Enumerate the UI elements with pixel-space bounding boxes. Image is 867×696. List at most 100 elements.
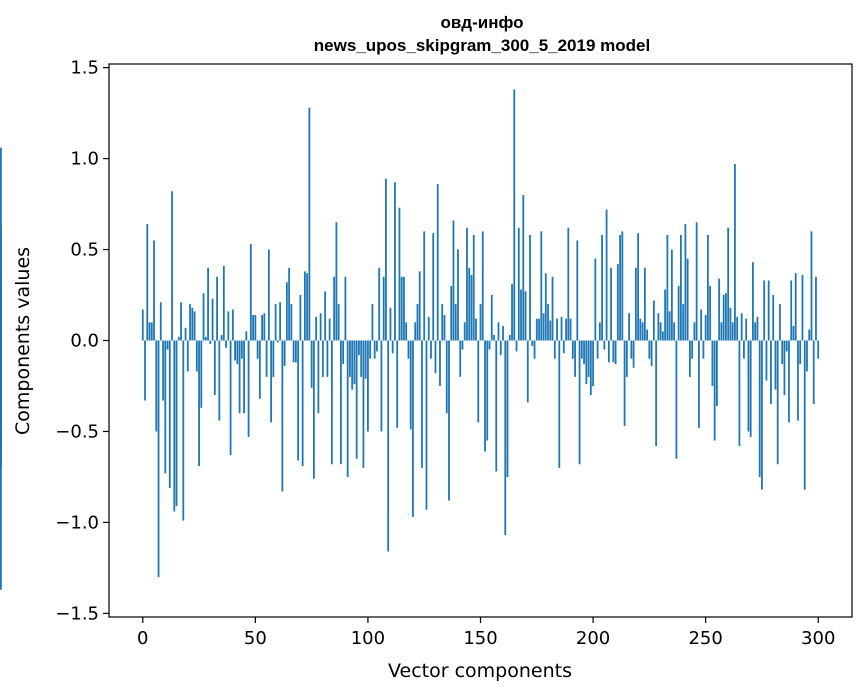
bar-undefined	[0, 320, 2, 341]
bar-292	[799, 340, 802, 365]
bar-64	[285, 282, 288, 341]
bar-218	[632, 340, 635, 368]
bar-126	[425, 340, 428, 510]
bar-250	[704, 315, 707, 341]
bar-204	[601, 234, 603, 341]
bar-201	[594, 258, 597, 341]
bar-276	[763, 280, 766, 341]
bar-51	[256, 340, 259, 359]
bar-150	[479, 304, 482, 341]
bar-172	[529, 234, 531, 341]
bar-92	[349, 340, 351, 377]
bar-undefined	[0, 340, 2, 432]
bar-59	[274, 304, 277, 341]
bar-223	[643, 267, 646, 341]
bar-168	[520, 289, 522, 341]
bar-47	[247, 340, 250, 437]
bar-143	[463, 322, 466, 341]
bar-220	[637, 233, 640, 341]
bar-52	[258, 340, 261, 399]
x-tick-label: 100	[351, 628, 385, 649]
bar-90	[344, 276, 347, 341]
bar-72	[303, 271, 306, 341]
bar-264	[736, 316, 739, 341]
bar-undefined	[0, 340, 2, 590]
bars-group	[0, 89, 820, 590]
bar-108	[385, 178, 387, 341]
bar-68	[294, 340, 297, 363]
bar-105	[378, 267, 381, 341]
bar-165	[513, 89, 516, 341]
bar-300	[817, 340, 820, 359]
bar-287	[788, 340, 790, 423]
bar-271	[752, 262, 754, 341]
bar-245	[693, 322, 696, 341]
bar-234	[668, 311, 671, 341]
bar-267	[743, 340, 745, 359]
bar-99	[364, 340, 367, 379]
bar-265	[738, 340, 741, 447]
bar-6	[155, 340, 158, 432]
bar-278	[767, 280, 770, 341]
bar-81	[324, 291, 327, 341]
bar-120	[412, 340, 414, 517]
bar-53	[261, 315, 263, 341]
bar-122	[416, 304, 419, 341]
bar-30	[209, 340, 212, 345]
bar-159	[499, 340, 502, 356]
bar-284	[781, 340, 784, 365]
bar-8	[159, 302, 162, 341]
bar-202	[596, 340, 599, 359]
bar-0	[141, 309, 144, 341]
bar-194	[578, 340, 581, 465]
bar-104	[376, 340, 378, 352]
bar-158	[497, 322, 500, 341]
bar-263	[734, 164, 736, 341]
y-tick-label: −0.5	[55, 421, 99, 442]
bar-209	[612, 340, 615, 363]
bar-undefined	[0, 340, 2, 359]
bar-101	[369, 340, 372, 359]
bar-39	[229, 340, 232, 456]
bar-22	[191, 307, 194, 341]
bar-189	[567, 227, 570, 341]
bar-212	[619, 234, 621, 341]
bar-97	[360, 340, 363, 377]
bar-206	[605, 209, 608, 341]
x-tick-label: 50	[244, 628, 267, 649]
bar-291	[797, 340, 799, 421]
bar-110	[389, 307, 392, 341]
bar-187	[562, 340, 565, 354]
bar-91	[346, 340, 349, 477]
bar-231	[661, 331, 664, 341]
bar-82	[326, 340, 329, 377]
bar-56	[267, 249, 270, 341]
bar-96	[358, 340, 360, 356]
bar-215	[625, 340, 628, 377]
bar-69	[297, 340, 300, 461]
bar-225	[648, 340, 651, 359]
bar-186	[560, 316, 563, 341]
bar-171	[526, 340, 529, 403]
bar-35	[220, 335, 223, 341]
bar-293	[801, 275, 804, 341]
bar-298	[812, 340, 815, 405]
bar-294	[803, 340, 806, 490]
bar-184	[556, 318, 558, 341]
bar-131	[436, 184, 439, 341]
bar-102	[371, 304, 374, 341]
bar-270	[749, 340, 752, 437]
bar-75	[310, 340, 313, 388]
bar-229	[657, 313, 660, 341]
bar-20	[186, 340, 189, 372]
bar-197	[585, 340, 588, 385]
bar-195	[580, 340, 583, 359]
bar-274	[758, 340, 761, 477]
bar-259	[725, 293, 727, 341]
bar-123	[418, 271, 421, 341]
bar-173	[531, 340, 534, 346]
bar-224	[646, 329, 649, 341]
bar-249	[702, 340, 705, 359]
bar-283	[779, 304, 781, 341]
